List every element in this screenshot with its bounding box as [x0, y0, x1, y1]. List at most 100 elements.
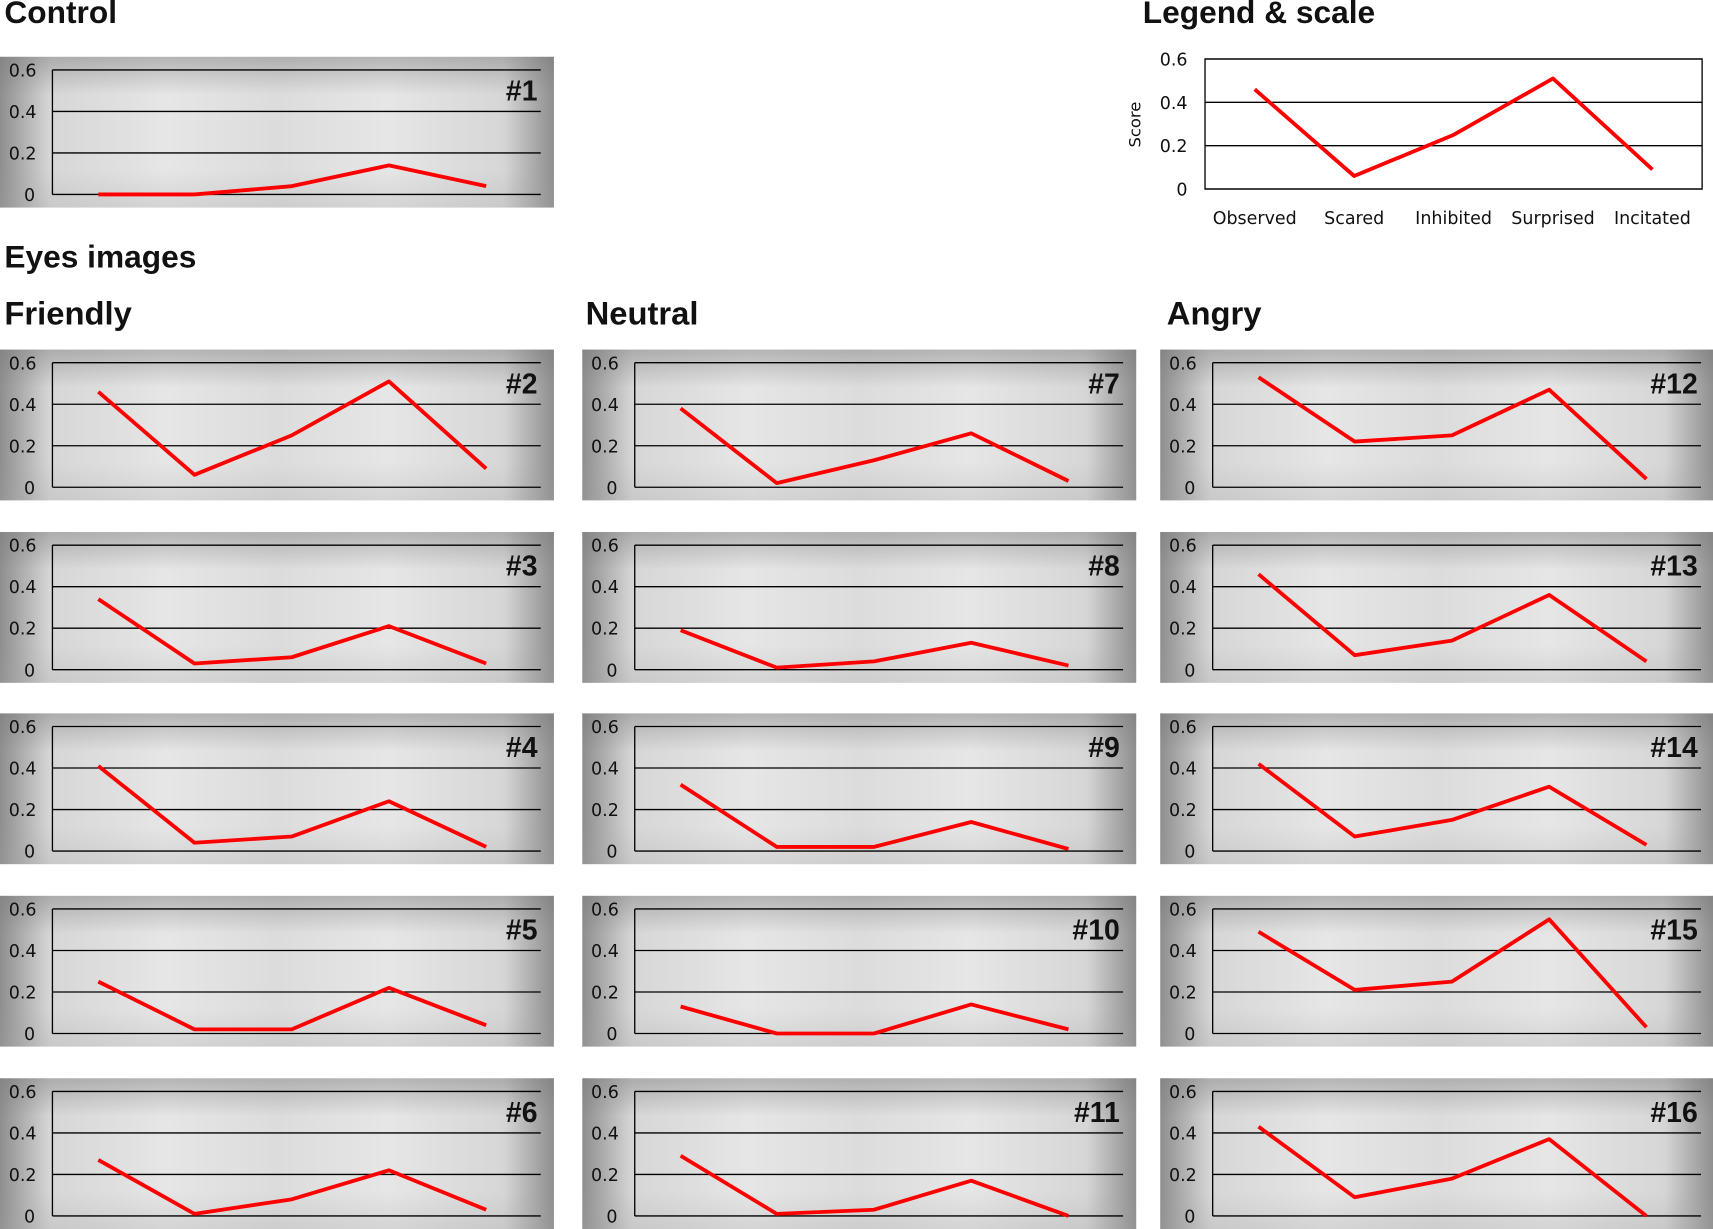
control-heading: Control [4, 0, 117, 31]
y-tick-label: 0.4 [1169, 942, 1197, 962]
y-tick-label: 0.4 [591, 1124, 619, 1144]
y-tick-label: 0.6 [591, 354, 619, 374]
y-tick-label: 0.2 [9, 801, 37, 821]
x-tick-label: Surprised [1511, 209, 1594, 229]
y-tick-label: 0.4 [1169, 578, 1197, 598]
panel-14: 0 0.2 0.4 0.6 #14 [1160, 713, 1713, 865]
panel-label: #12 [1650, 368, 1697, 400]
y-tick-label: 0 [606, 843, 617, 863]
photo-background [0, 895, 554, 1047]
panel-label: #9 [1088, 732, 1120, 764]
y-tick-label: 0.2 [1169, 437, 1197, 457]
series-line [97, 1158, 487, 1216]
y-tick-label: 0 [1184, 479, 1195, 499]
group-heading-angry: Angry [1166, 296, 1262, 333]
y-tick-label: 0 [606, 1208, 617, 1228]
x-tick-label: Incitated [1614, 209, 1691, 229]
panel-7: 0 0.2 0.4 0.6 #7 [582, 349, 1137, 501]
panel-chart: 0 0.2 0.4 0.6 #5 [9, 901, 541, 1045]
panel-1: 0 0.2 0.4 0.6 #1 [0, 56, 554, 208]
panel-chart: 0 0.2 0.4 0.6 #2 [9, 354, 541, 499]
y-tick-label: 0.6 [1169, 901, 1197, 921]
panel-6: 0 0.2 0.4 0.6 #6 [0, 1078, 554, 1229]
y-tick-label: 0.2 [9, 620, 37, 640]
y-tick-label: 0.6 [591, 1083, 619, 1103]
y-tick-label: 0.4 [591, 942, 619, 962]
y-tick-label: 0.6 [9, 61, 37, 81]
panel-15: 0 0.2 0.4 0.6 #15 [1160, 895, 1713, 1047]
y-tick-label: 0.4 [1160, 94, 1188, 114]
y-tick-label: 0.6 [9, 354, 37, 374]
panel-label: #6 [506, 1097, 538, 1129]
panel-chart: 0 0.2 0.4 0.6 #1 [9, 61, 541, 206]
y-axis-label: Score [1126, 102, 1145, 148]
panel-label: #2 [506, 368, 538, 400]
y-tick-label: 0.6 [591, 537, 619, 557]
panel-label: #15 [1650, 915, 1697, 947]
panel-4: 0 0.2 0.4 0.6 #4 [0, 713, 554, 865]
photo-background [0, 1078, 554, 1229]
y-tick-label: 0.4 [591, 578, 619, 598]
panel-3: 0 0.2 0.4 0.6 #3 [0, 532, 554, 683]
series-line [98, 163, 487, 197]
series-line [97, 764, 487, 849]
panel-12: 0 0.2 0.4 0.6 #12 [1160, 349, 1713, 501]
y-tick-label: 0.4 [591, 760, 619, 780]
y-tick-label: 0.2 [9, 437, 37, 457]
y-tick-label: 0.6 [1169, 718, 1197, 738]
y-tick-label: 0 [24, 843, 35, 863]
y-tick-label: 0.2 [591, 620, 619, 640]
group-heading-friendly: Friendly [4, 296, 132, 333]
group-heading-neutral: Neutral [585, 296, 699, 333]
y-tick-label: 0.6 [591, 901, 619, 921]
x-tick-label: Observed [1213, 209, 1297, 229]
panel-13: 0 0.2 0.4 0.6 #13 [1160, 532, 1713, 683]
y-tick-label: 0.6 [591, 718, 619, 738]
y-tick-label: 0.2 [9, 145, 37, 165]
panel-chart: 0 0.2 0.4 0.6 #14 [1169, 718, 1702, 863]
x-tick-label: Scared [1324, 209, 1384, 229]
panel-5: 0 0.2 0.4 0.6 #5 [0, 895, 554, 1047]
y-tick-label: 0 [606, 661, 617, 681]
series-line [1257, 375, 1648, 481]
series-line [1257, 762, 1648, 847]
panel-9: 0 0.2 0.4 0.6 #9 [582, 713, 1137, 865]
series-line [679, 783, 1069, 851]
photo-background [1160, 1078, 1713, 1229]
panel-16: 0 0.2 0.4 0.6 #16 [1160, 1078, 1713, 1229]
y-tick-label: 0.2 [1169, 984, 1197, 1004]
y-tick-label: 0.4 [9, 1124, 37, 1144]
photo-background [582, 713, 1137, 865]
series-line [679, 628, 1069, 670]
photo-background [1160, 349, 1713, 501]
y-tick-label: 0.6 [1169, 1083, 1197, 1103]
y-tick-label: 0 [606, 1025, 617, 1045]
panel-chart: 0 0.2 0.4 0.6 #9 [591, 718, 1124, 863]
y-tick-label: 0.2 [1160, 137, 1188, 157]
series-line [1253, 76, 1654, 178]
panel-label: #14 [1650, 732, 1698, 764]
y-tick-label: 0 [1184, 661, 1195, 681]
y-tick-label: 0.2 [1169, 1166, 1197, 1186]
panel-chart: 0 0.2 0.4 0.6 #11 [591, 1083, 1124, 1228]
y-tick-label: 0 [606, 479, 617, 499]
y-tick-label: 0.2 [591, 801, 619, 821]
y-tick-label: 0 [1184, 1208, 1195, 1228]
panel-label: #16 [1650, 1097, 1697, 1129]
x-tick-label: Inhibited [1415, 209, 1492, 229]
panel-label: #5 [506, 915, 538, 947]
photo-background [582, 349, 1137, 501]
y-tick-label: 0.6 [9, 537, 37, 557]
panel-chart: 0 0.2 0.4 0.6 #13 [1169, 537, 1702, 681]
panel-chart: 0 0.2 0.4 0.6 #8 [591, 537, 1124, 681]
y-tick-label: 0.2 [591, 1166, 619, 1186]
y-tick-label: 0.4 [1169, 396, 1197, 416]
y-tick-label: 0.4 [9, 103, 37, 123]
y-tick-label: 0 [1176, 181, 1187, 201]
panel-chart: 0 0.2 0.4 0.6 #16 [1169, 1083, 1702, 1228]
y-tick-label: 0.2 [591, 437, 619, 457]
y-tick-label: 0.4 [9, 396, 37, 416]
panel-chart: 0 0.2 0.4 0.6 #3 [9, 537, 541, 681]
eyes-images-heading: Eyes images [4, 240, 197, 276]
